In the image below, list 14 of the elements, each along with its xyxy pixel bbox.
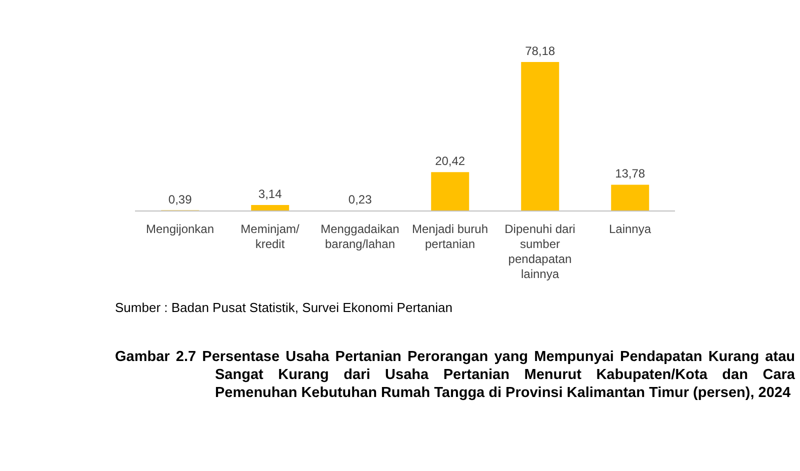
x-tick-label: Mengijonkan <box>146 222 214 236</box>
data-label: 13,78 <box>615 166 646 181</box>
x-tick-label: Menggadaikan barang/lahan <box>320 222 400 251</box>
text: Sumber : Badan Pusat Statistik, Survei Ekonomi Pertanian <box>115 300 452 315</box>
x-tick-label: Lainnya <box>608 222 652 236</box>
data-label: 0,39 <box>168 192 192 206</box>
x-tick-label: Meminjam/kredit <box>240 222 300 251</box>
data-label: 0,23 <box>348 192 372 207</box>
data-label: 20,42 <box>435 154 466 168</box>
data-label: 78,18 <box>525 44 556 58</box>
text: Gambar 2.7 Persentase Usaha Pertanian Perorangan yang Mempunyai Pendapatan Kurang atau Sangat Kurang dari Usaha Pertanian Menurut Kabupaten/Kota dan Cara Pemenuhan Kebutuhan Rumah Tangga di Provinsi Kalimantan Timur (persen), 2024 <box>115 348 795 402</box>
x-tick-label: Menjadi buruh pertanian <box>412 222 488 251</box>
data-label: 3,14 <box>258 187 282 202</box>
x-tick-label: Dipenuhi dari sumber pendapatan lainnya <box>504 222 576 281</box>
